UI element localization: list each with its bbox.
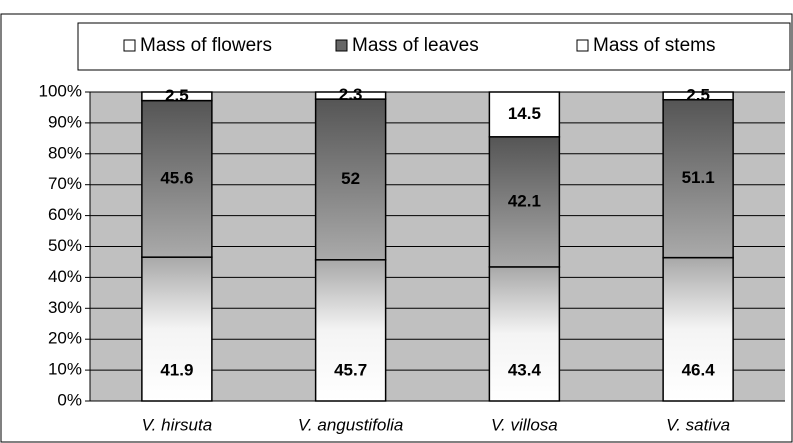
data-label: 2.5 [686,85,710,104]
legend-label: Mass of leaves [352,35,479,56]
data-label: 41.9 [160,360,193,379]
y-tick-label: 20% [48,329,82,348]
x-tick-label: V. sativa [666,415,730,434]
legend-label: Mass of flowers [140,35,272,56]
data-label: 52 [341,169,360,188]
bar-segment [488,266,561,402]
bar-segment [662,256,734,402]
y-tick-label: 30% [48,298,82,317]
bar-segment [314,91,387,100]
legend-box [77,22,791,71]
legend-swatch [335,39,348,52]
data-label: 45.6 [160,168,193,187]
y-tick-label: 80% [48,143,82,162]
x-tick-label: V. villosa [491,415,558,434]
bar-segment [314,98,387,261]
bar-segment [662,98,734,259]
bar-segment [141,256,213,402]
bar-segment [141,99,213,258]
legend-label: Mass of stems [593,35,715,56]
y-tick-label: 0% [57,390,82,409]
bar-segment [662,91,734,101]
data-label: 14.5 [508,104,541,123]
legend-swatch [123,39,136,52]
bar-segment [314,259,387,402]
y-tick-label: 10% [48,360,82,379]
bar-segment [141,91,213,102]
y-tick-label: 70% [48,174,82,193]
data-label: 46.4 [682,360,716,379]
y-tick-label: 90% [48,112,82,131]
y-tick-label: 60% [48,205,82,224]
data-label: 43.4 [508,360,542,379]
y-tick-label: 40% [48,267,82,286]
y-tick-label: 100% [39,81,82,100]
data-label: 42.1 [508,191,541,210]
bar-segment [488,91,561,138]
data-label: 51.1 [682,168,715,187]
data-label: 2.5 [165,86,189,105]
legend-swatch [576,39,589,52]
x-tick-label: V. hirsuta [142,415,213,434]
bar-segment [488,136,561,268]
y-tick-label: 50% [48,236,82,255]
x-tick-label: V. angustifolia [298,415,404,434]
data-label: 2.3 [339,85,363,104]
data-label: 45.7 [334,360,367,379]
